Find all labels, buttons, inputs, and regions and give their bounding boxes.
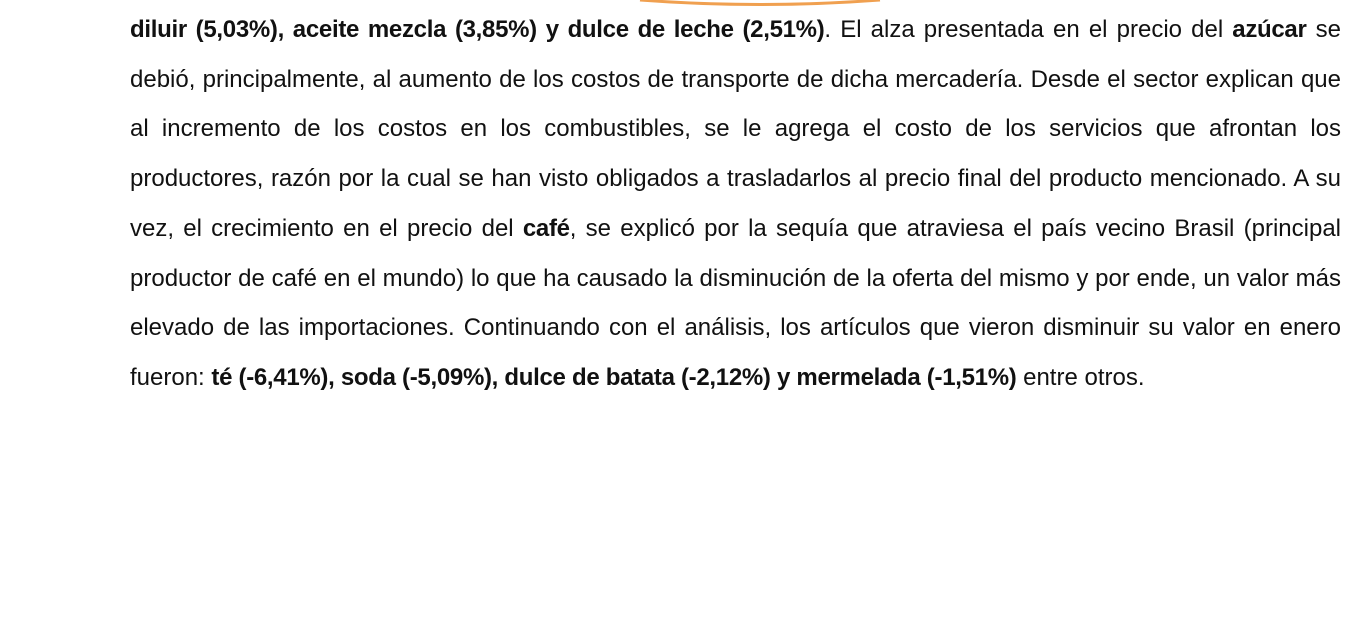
text-run: . El alza presentada en el precio del: [824, 16, 1233, 43]
text-run: café: [522, 214, 570, 242]
text-run: té (-6,41%), soda (-5,09%), dulce de bat…: [211, 363, 1017, 391]
text-run: se debió, principalmente, al aumento de …: [130, 16, 1341, 242]
text-run: , se explicó por la sequía que atraviesa…: [130, 214, 1341, 391]
text-run: diluir (5,03%), aceite mezcla (3,85%) y …: [130, 16, 825, 43]
decoration: [639, 0, 881, 6]
orange-arc: [639, 0, 881, 6]
paragraph: diluir (5,03%), aceite mezcla (3,85%) y …: [130, 5, 1341, 403]
text-run: entre otros.: [1016, 363, 1145, 391]
text-run: azúcar: [1232, 16, 1307, 43]
